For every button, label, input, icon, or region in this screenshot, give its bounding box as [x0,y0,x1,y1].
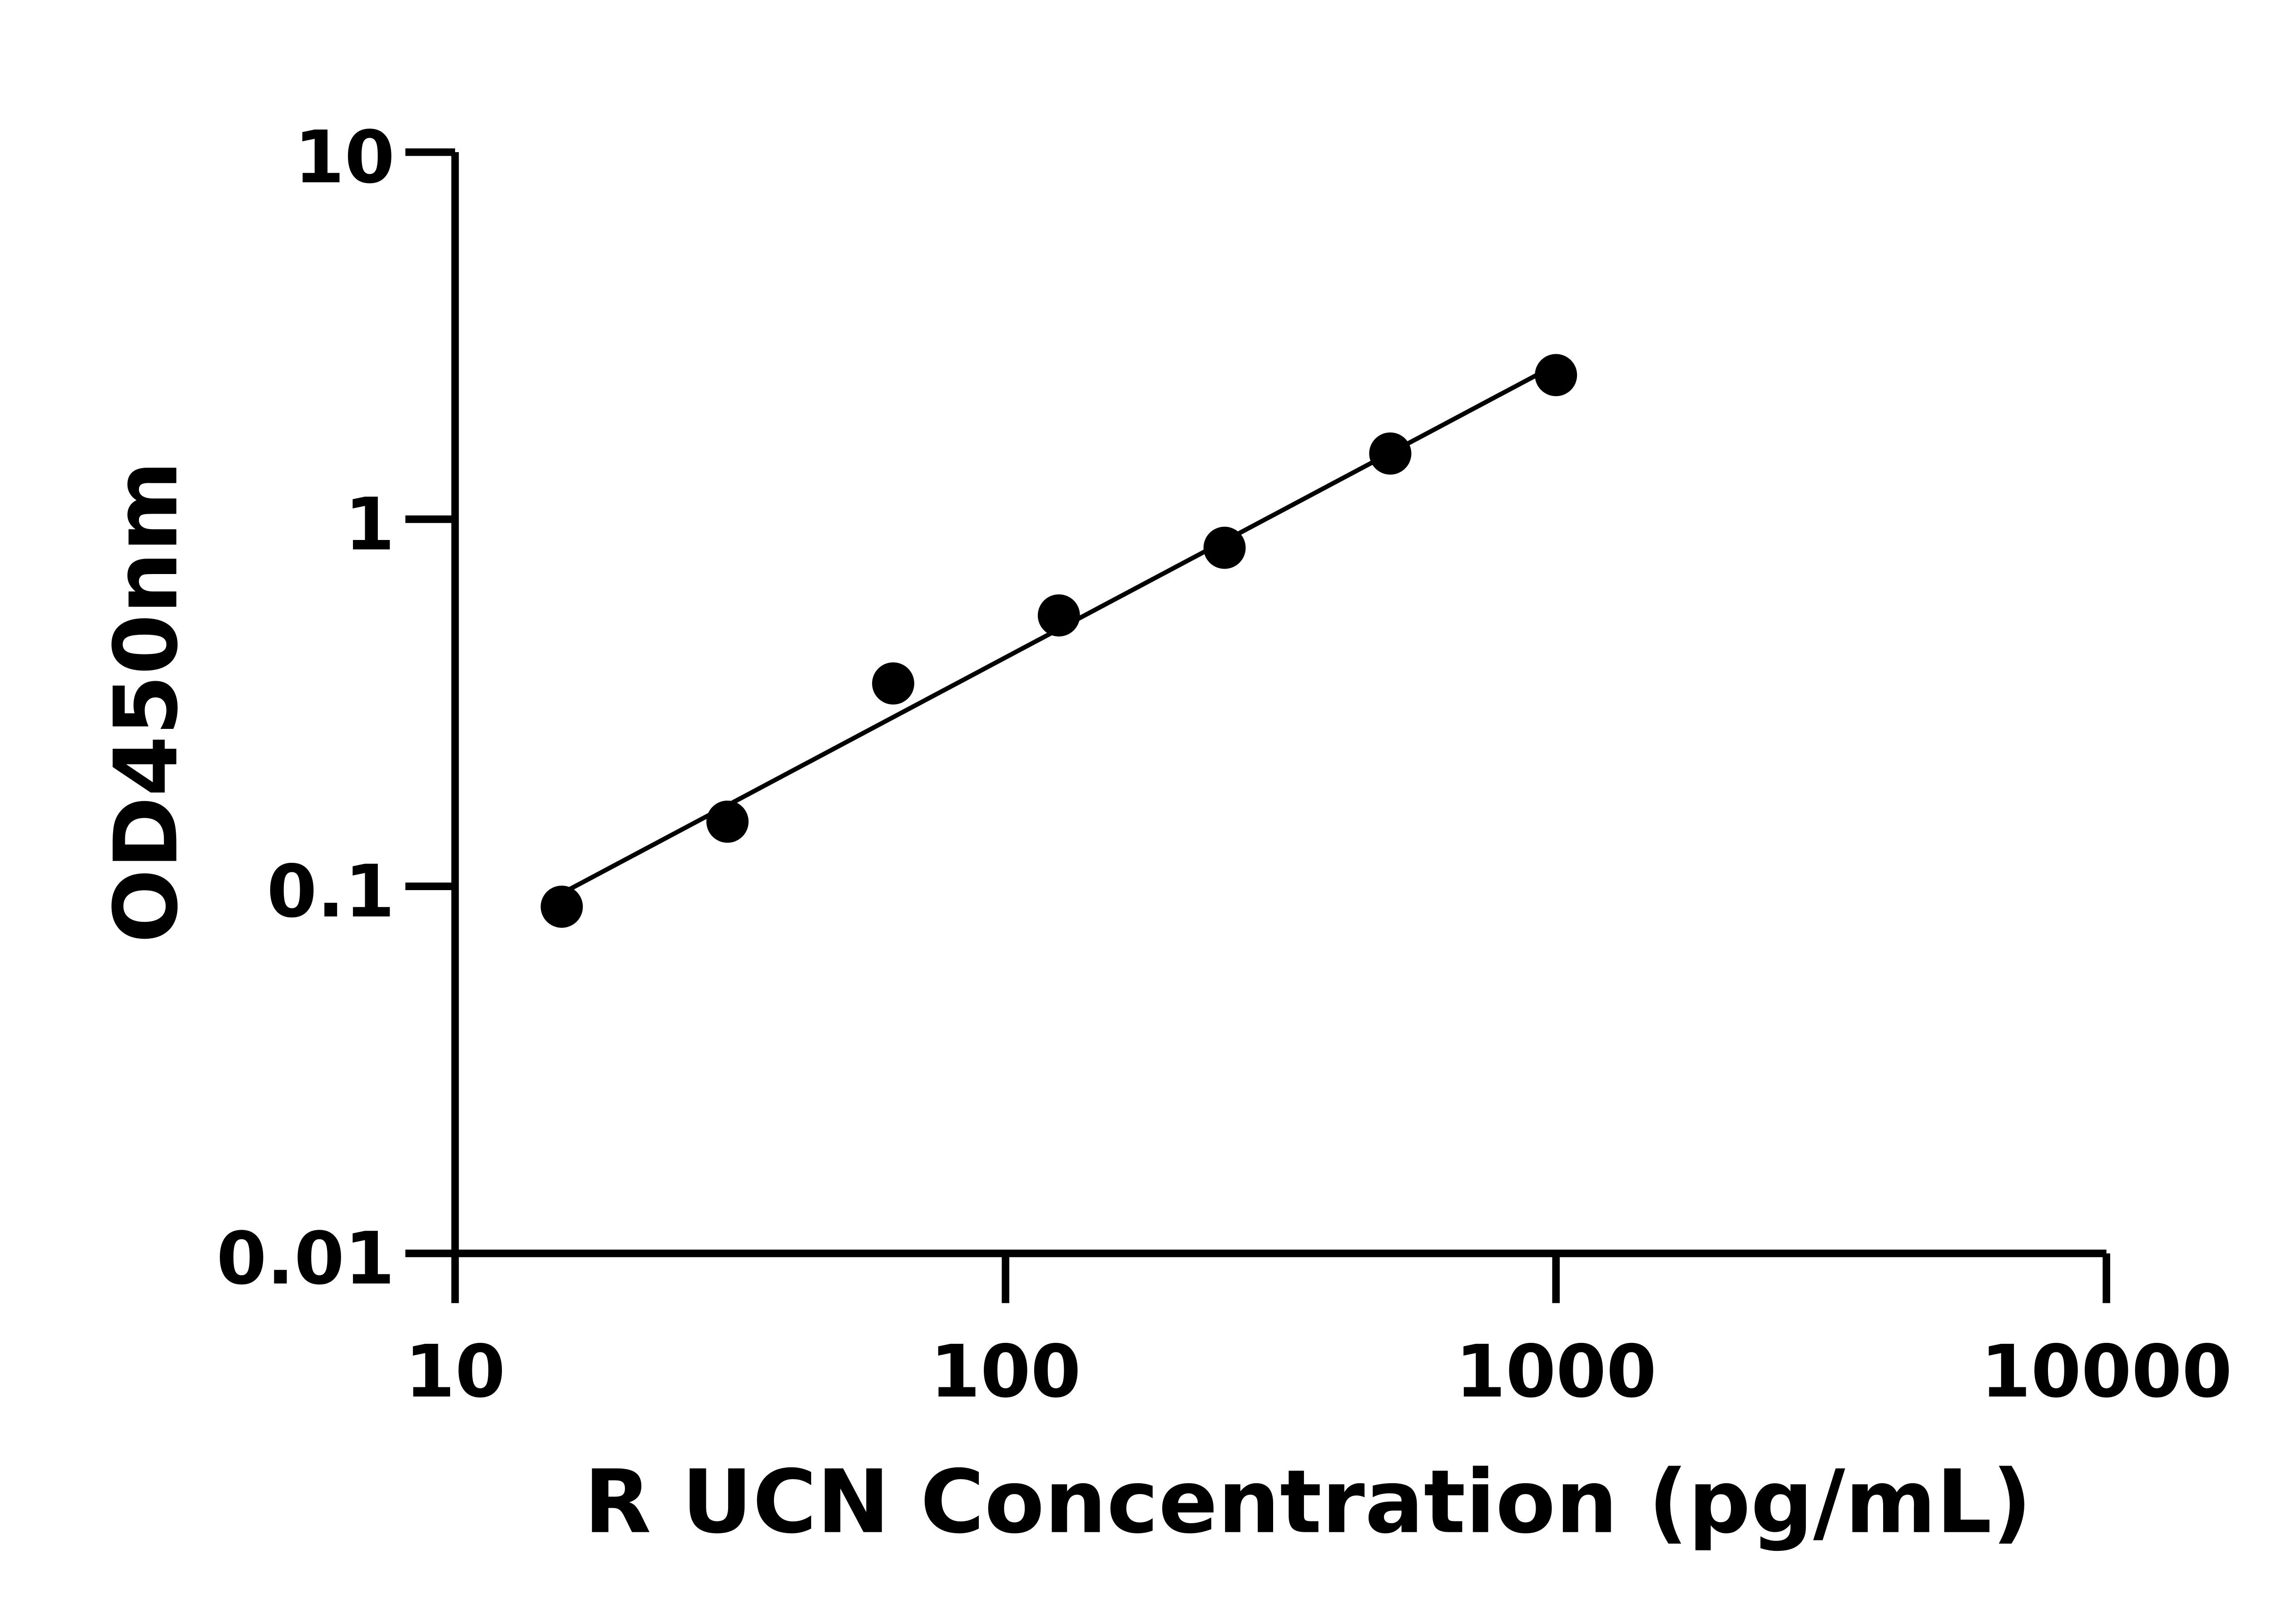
data-marks [540,354,1577,928]
y-tick-label: 1 [344,482,395,567]
x-tick-label: 1000 [1455,1329,1656,1414]
y-axis-label: OD450nm [95,461,197,943]
data-point [1535,354,1577,396]
y-tick-label: 10 [294,115,395,199]
data-point [872,662,914,705]
data-point [1203,526,1246,569]
data-point [1369,432,1412,475]
data-point [706,800,749,843]
x-tick-label: 10000 [1981,1329,2232,1414]
data-point [1037,594,1080,637]
data-point [540,886,583,928]
axes: 10 100 1000 10000 0.01 0.1 1 10 [216,115,2232,1414]
x-axis-label: R UCN Concentration (pg/mL) [584,1451,2032,1553]
y-tick-label: 0.01 [216,1216,395,1301]
y-tick-label: 0.1 [267,849,395,934]
x-tick-label: 100 [930,1329,1081,1414]
x-tick-label: 10 [405,1329,506,1414]
